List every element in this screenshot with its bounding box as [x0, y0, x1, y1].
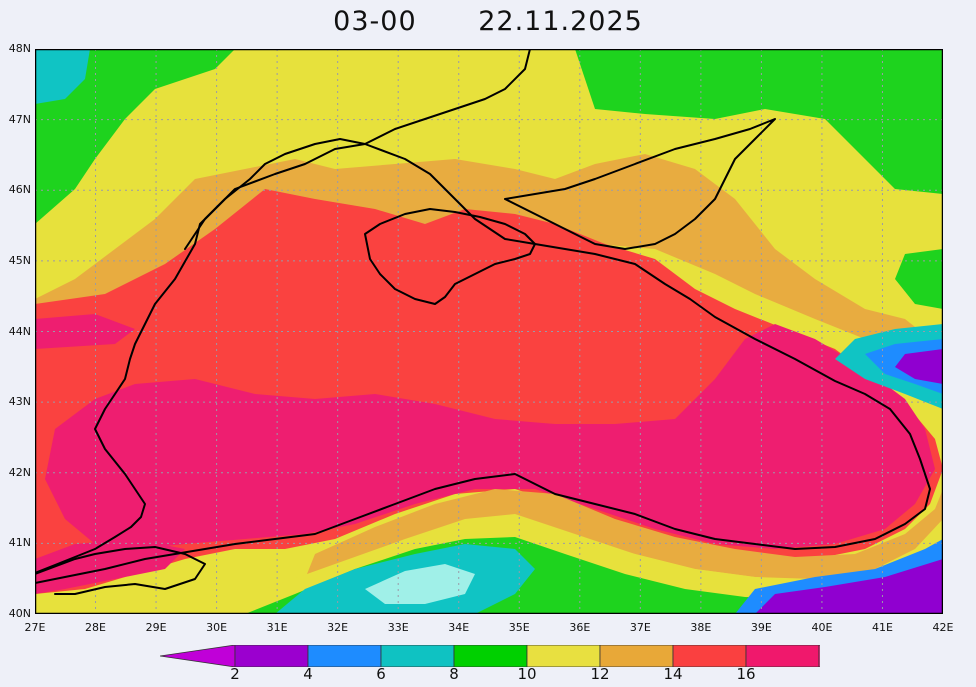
colorbar-tick-label: 12 — [590, 665, 610, 683]
field-pink-w — [35, 314, 135, 349]
lon-label: 42E — [932, 621, 954, 634]
colorbar-segment — [380, 645, 455, 667]
colorbar-tick-label: 6 — [376, 665, 386, 683]
lat-label: 42N — [8, 465, 31, 479]
lon-label: 37E — [629, 621, 651, 634]
lat-label: 45N — [8, 253, 31, 267]
lat-label: 43N — [8, 395, 31, 409]
lon-label: 38E — [690, 621, 712, 634]
lon-label: 31E — [266, 621, 288, 634]
field-purple-e — [895, 349, 943, 384]
coastline-north — [35, 138, 931, 584]
field-light-s — [365, 564, 475, 604]
lon-label: 40E — [811, 621, 833, 634]
lat-label: 44N — [8, 324, 31, 338]
colorbar-segment — [672, 645, 747, 667]
coastline-bosphorus — [35, 546, 206, 595]
colorbar-arrow-left — [160, 645, 236, 667]
colorbar-tick-label: 8 — [449, 665, 459, 683]
forecast-date: 22.11.2025 — [478, 6, 643, 37]
colorbar-tick-label: 4 — [303, 665, 313, 683]
map-title: 03-00 22.11.2025 — [0, 6, 976, 37]
colorbar-segment — [745, 645, 820, 667]
lon-label: 34E — [448, 621, 470, 634]
lon-label: 30E — [206, 621, 228, 634]
coastline-gulf — [184, 49, 531, 250]
lat-label: 46N — [8, 183, 31, 197]
lon-label: 27E — [24, 621, 46, 634]
lon-label: 35E — [508, 621, 530, 634]
field-purple-se — [755, 559, 943, 614]
coastline-crimea — [364, 208, 536, 305]
colorbar-arrow-right — [818, 645, 820, 667]
field-green-e — [895, 249, 943, 309]
colorbar-tick-label: 14 — [663, 665, 683, 683]
field-green-nw — [35, 49, 235, 224]
colorbar-tick-label: 10 — [517, 665, 537, 683]
field-cyan-nw — [35, 49, 90, 104]
field-pink — [45, 324, 935, 549]
lon-label: 32E — [327, 621, 349, 634]
colorbar-segment — [307, 645, 382, 667]
field-pink-sw — [35, 539, 185, 594]
colorbar-segment — [599, 645, 674, 667]
lat-label: 40N — [8, 607, 31, 620]
field-green-ne — [575, 49, 943, 194]
lat-lon-grid — [35, 49, 943, 614]
lat-label: 41N — [8, 536, 31, 550]
lat-label: 48N — [8, 42, 31, 55]
lon-label: 29E — [145, 621, 167, 634]
lon-label: 28E — [85, 621, 107, 634]
field-orange-s — [305, 489, 943, 579]
colorbar-segment — [234, 645, 309, 667]
forecast-time: 03-00 — [333, 6, 417, 37]
lon-label: 36E — [569, 621, 591, 634]
colorbar-tick-label: 16 — [736, 665, 756, 683]
lat-label: 47N — [8, 112, 31, 126]
lon-label: 41E — [871, 621, 893, 634]
lon-label: 33E — [387, 621, 409, 634]
colorbar-segment — [526, 645, 601, 667]
colorbar — [160, 645, 820, 667]
map-canvas — [35, 49, 943, 614]
colorbar-segment — [453, 645, 528, 667]
map-frame — [35, 49, 943, 614]
coastlines — [35, 49, 931, 595]
temperature-map: 27E 28E 29E 30E 31E 32E 33E 34E 35E 36E 37E 38E 39E 4… — [9, 42, 954, 634]
coastline-azov — [504, 118, 776, 250]
colorbar-tick-label: 2 — [230, 665, 240, 683]
lon-label: 39E — [750, 621, 772, 634]
